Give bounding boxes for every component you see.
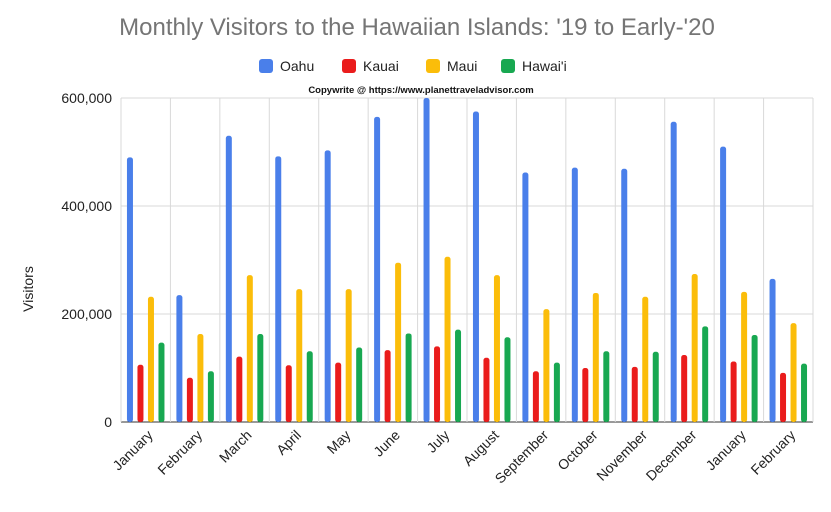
- bar-oahu-0: [126, 157, 133, 422]
- x-tick-label: May: [324, 427, 354, 457]
- bar-oahu-2: [225, 135, 232, 423]
- bar-oahu-5: [374, 116, 381, 423]
- bar-maui-8: [543, 309, 550, 422]
- x-tick-label: January: [109, 427, 156, 474]
- y-tick-label: 200,000: [61, 306, 112, 322]
- legend: Oahu Kauai Maui Hawai'i: [259, 58, 567, 74]
- bar-maui-7: [493, 275, 500, 422]
- bars: [126, 98, 808, 423]
- bar-oahu-1: [176, 295, 183, 422]
- bar-kauai-3: [285, 365, 292, 422]
- bar-hawaii-12: [751, 335, 758, 422]
- bar-oahu-7: [472, 111, 479, 422]
- legend-label: Maui: [447, 58, 477, 74]
- legend-swatch: [259, 59, 273, 73]
- bar-oahu-10: [621, 168, 628, 422]
- bar-kauai-8: [532, 371, 539, 422]
- x-tick-label: January: [702, 427, 749, 474]
- bar-oahu-11: [670, 121, 677, 422]
- bar-maui-9: [592, 292, 599, 422]
- legend-label: Kauai: [363, 58, 399, 74]
- bar-maui-13: [790, 323, 797, 422]
- bar-kauai-4: [335, 362, 342, 422]
- y-tick-label: 0: [104, 414, 112, 430]
- bar-hawaii-5: [405, 333, 412, 422]
- bar-kauai-2: [236, 356, 243, 422]
- bar-hawaii-3: [306, 351, 313, 422]
- bar-hawaii-1: [207, 371, 214, 422]
- bar-hawaii-4: [356, 347, 363, 422]
- bar-hawaii-0: [158, 342, 165, 422]
- chart-title: Monthly Visitors to the Hawaiian Islands…: [119, 14, 715, 41]
- bar-oahu-8: [522, 172, 529, 422]
- bar-hawaii-11: [702, 326, 709, 422]
- bar-maui-12: [741, 291, 748, 422]
- x-tick-label: July: [423, 427, 452, 456]
- bar-kauai-11: [681, 355, 688, 422]
- y-axis-label: Visitors: [20, 266, 36, 312]
- bar-maui-6: [444, 256, 451, 422]
- gridlines: [120, 97, 814, 423]
- bar-hawaii-6: [455, 329, 462, 422]
- bar-kauai-10: [631, 366, 638, 422]
- bar-hawaii-10: [652, 351, 659, 422]
- bar-hawaii-7: [504, 337, 511, 422]
- legend-label: Oahu: [280, 58, 314, 74]
- copyright-note: Copywrite @ https://www.planettraveladvi…: [308, 85, 533, 96]
- x-tick-label: December: [643, 427, 700, 484]
- legend-label: Hawai'i: [522, 58, 567, 74]
- x-tick-label: February: [747, 427, 798, 478]
- bar-maui-11: [691, 274, 698, 422]
- bar-kauai-0: [137, 364, 144, 422]
- bar-kauai-6: [434, 346, 441, 422]
- bar-kauai-5: [384, 350, 391, 422]
- bar-maui-5: [395, 262, 402, 422]
- legend-swatch: [501, 59, 515, 73]
- x-tick-label: March: [216, 427, 255, 466]
- bar-maui-2: [246, 275, 253, 422]
- y-tick-label: 400,000: [61, 198, 112, 214]
- legend-swatch: [342, 59, 356, 73]
- bar-oahu-6: [423, 98, 430, 422]
- x-tick-label: February: [154, 427, 205, 478]
- bar-hawaii-13: [801, 363, 808, 422]
- x-tick-label: August: [460, 427, 502, 469]
- bar-oahu-3: [275, 156, 282, 422]
- bar-maui-1: [197, 333, 204, 422]
- x-tick-label: November: [593, 427, 650, 484]
- bar-maui-10: [642, 296, 649, 422]
- bar-kauai-9: [582, 368, 589, 422]
- bar-maui-3: [296, 289, 303, 422]
- bar-maui-4: [345, 289, 352, 422]
- bar-oahu-12: [720, 146, 727, 422]
- bar-maui-0: [147, 296, 154, 422]
- bar-kauai-12: [730, 361, 737, 422]
- bar-oahu-9: [571, 167, 578, 422]
- x-tick-label: April: [273, 427, 304, 458]
- y-axis-ticks: 0 200,000 400,000 600,000: [61, 90, 112, 430]
- x-tick-label: September: [492, 427, 552, 487]
- bar-kauai-1: [186, 377, 193, 422]
- bar-hawaii-9: [603, 351, 610, 422]
- bar-oahu-4: [324, 150, 331, 422]
- y-tick-label: 600,000: [61, 90, 112, 106]
- bar-hawaii-2: [257, 333, 264, 422]
- bar-kauai-13: [780, 372, 787, 422]
- bar-hawaii-8: [553, 362, 560, 422]
- x-tick-label: June: [370, 427, 403, 460]
- bar-oahu-13: [769, 278, 776, 422]
- legend-swatch: [426, 59, 440, 73]
- x-tick-label: October: [554, 427, 601, 474]
- bar-kauai-7: [483, 357, 490, 422]
